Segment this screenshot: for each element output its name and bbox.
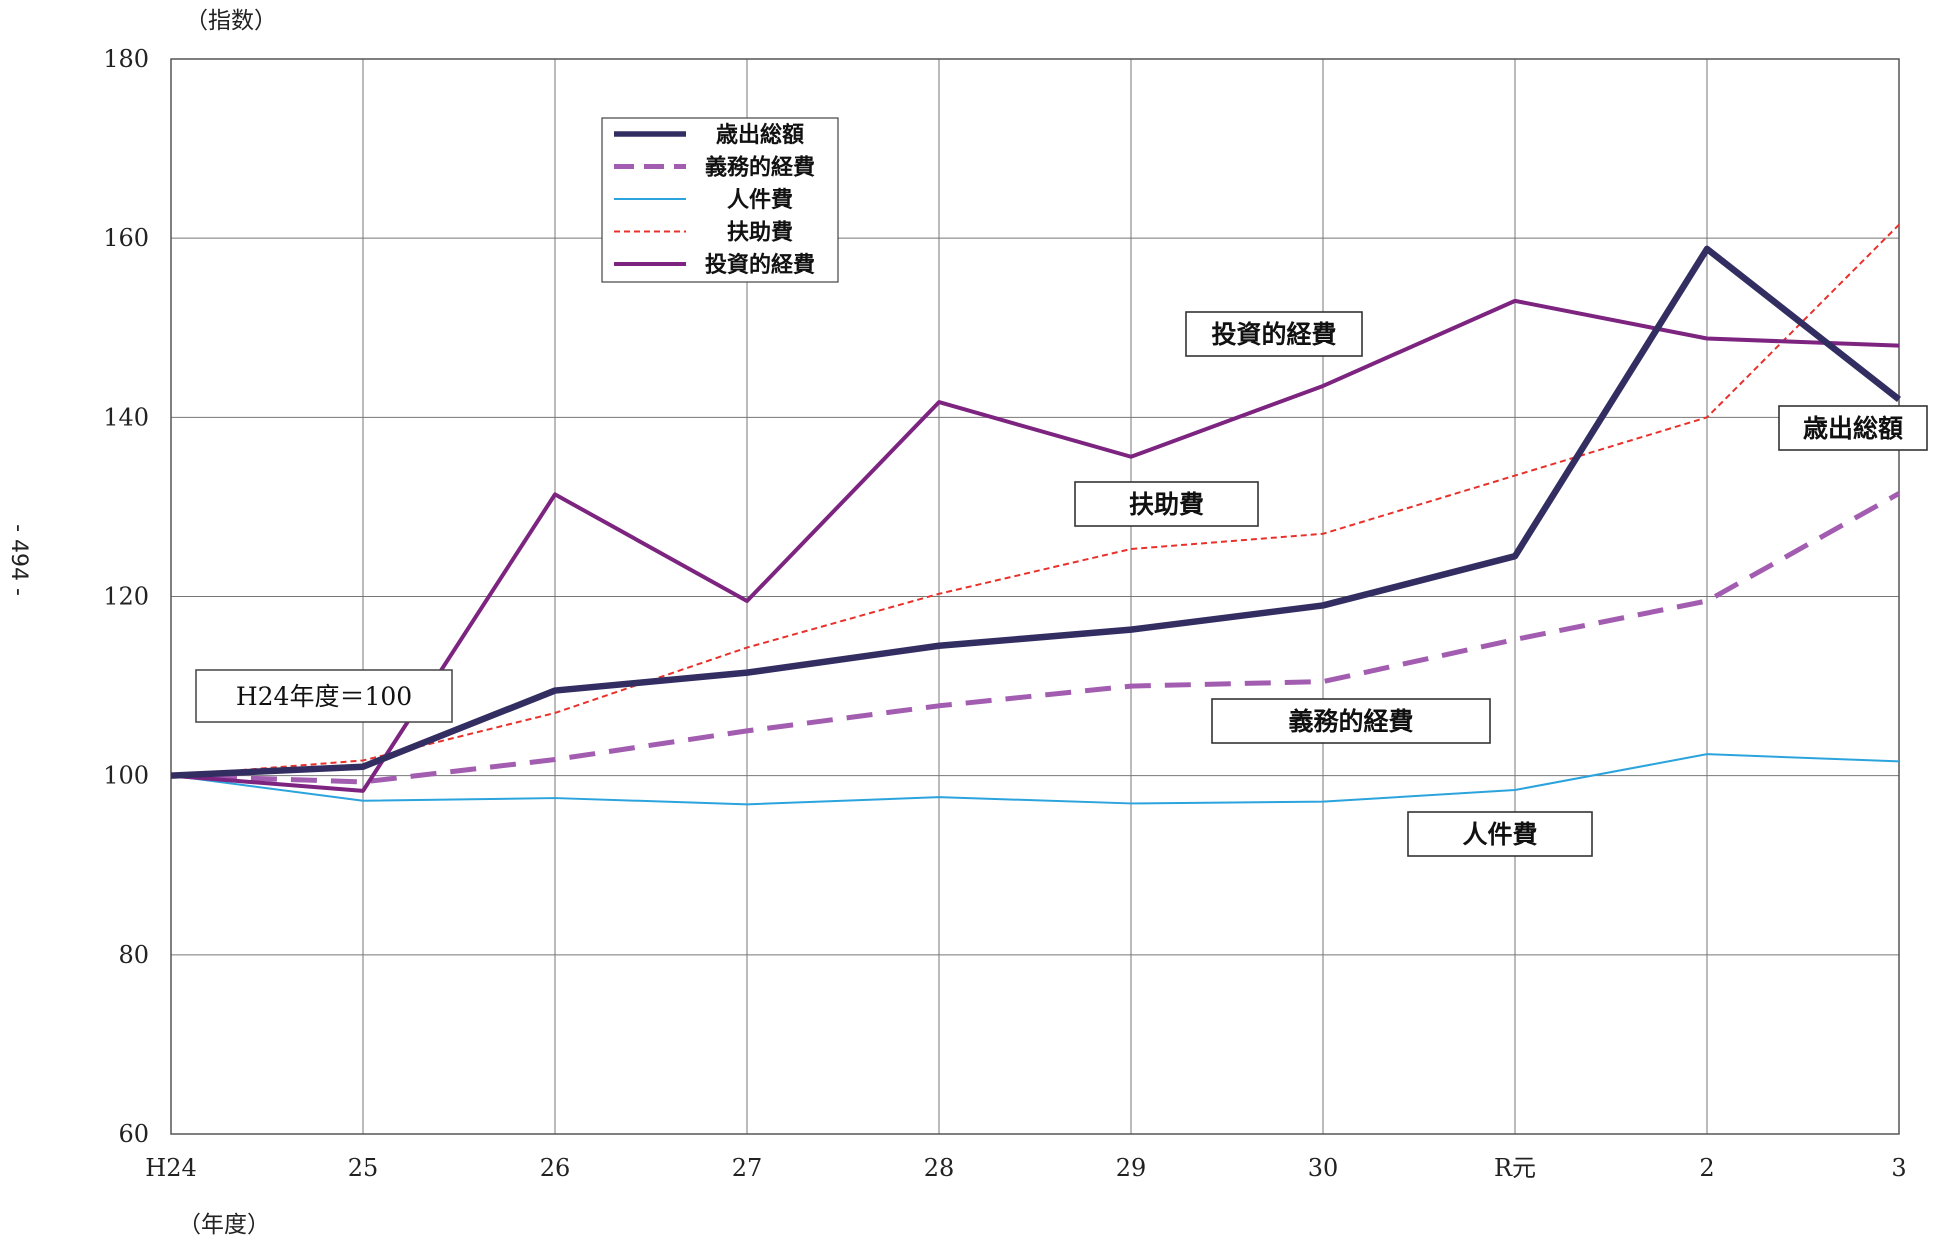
series-line-2 bbox=[170, 753, 1900, 806]
y-tick-label: 160 bbox=[103, 224, 149, 252]
callout-label: 義務的経費 bbox=[1288, 707, 1413, 736]
x-tick-label: 3 bbox=[1891, 1154, 1906, 1182]
legend-label: 義務的経費 bbox=[705, 155, 815, 181]
y-tick-label: 100 bbox=[103, 762, 149, 790]
x-axis-label: （年度） bbox=[178, 1212, 270, 1238]
y-tick-label: 60 bbox=[118, 1120, 149, 1148]
y-tick-label: 120 bbox=[103, 583, 149, 611]
series-layer bbox=[170, 224, 1902, 806]
legend-label: 投資的経費 bbox=[705, 252, 815, 278]
base-note-text: H24年度＝100 bbox=[236, 682, 412, 711]
x-tick-label: 29 bbox=[1116, 1154, 1147, 1182]
x-tick-label: H24 bbox=[145, 1154, 196, 1182]
series-line-0 bbox=[170, 245, 1902, 779]
x-tick-label: R元 bbox=[1494, 1154, 1536, 1182]
legend-box bbox=[601, 117, 839, 283]
y-tick-label: 140 bbox=[103, 403, 149, 431]
callout-label: 扶助費 bbox=[1129, 490, 1204, 519]
x-tick-label: 27 bbox=[732, 1154, 763, 1182]
base-note-box: H24年度＝100 bbox=[195, 669, 453, 723]
series-line-4 bbox=[170, 298, 1900, 793]
y-tick-labels: 60 80 100 120 140 160 180 bbox=[103, 45, 149, 1148]
x-tick-label: 28 bbox=[924, 1154, 955, 1182]
x-tick-labels: H24 25 26 27 28 29 30 R元 2 3 bbox=[145, 1154, 1906, 1182]
callout-box bbox=[1185, 311, 1363, 357]
page-number: - 494 - bbox=[6, 524, 31, 596]
grid-lines bbox=[170, 58, 1900, 1135]
x-tick-label: 25 bbox=[348, 1154, 379, 1182]
page-number-text: - 494 - bbox=[6, 524, 31, 596]
callout-label: 人件費 bbox=[1462, 820, 1537, 849]
x-tick-label: 2 bbox=[1699, 1154, 1714, 1182]
series-line-3 bbox=[170, 224, 1900, 777]
callout-label: 投資的経費 bbox=[1211, 320, 1336, 349]
callout-box bbox=[1074, 481, 1259, 527]
series-line-1 bbox=[170, 491, 1901, 785]
x-tick-label: 30 bbox=[1308, 1154, 1339, 1182]
legend-label: 扶助費 bbox=[727, 221, 793, 246]
callout-label: 歳出総額 bbox=[1803, 414, 1903, 443]
x-tick-label: 26 bbox=[540, 1154, 571, 1182]
legend-label: 歳出総額 bbox=[716, 122, 804, 148]
y-axis-label: （指数） bbox=[185, 8, 277, 34]
callout-box bbox=[1211, 698, 1491, 744]
callout-box bbox=[1407, 811, 1593, 857]
legend-label: 人件費 bbox=[727, 188, 793, 213]
plot-area-border bbox=[170, 58, 1900, 1135]
y-tick-label: 80 bbox=[118, 941, 149, 969]
y-tick-label: 180 bbox=[103, 45, 149, 73]
callout-box bbox=[1778, 405, 1928, 451]
